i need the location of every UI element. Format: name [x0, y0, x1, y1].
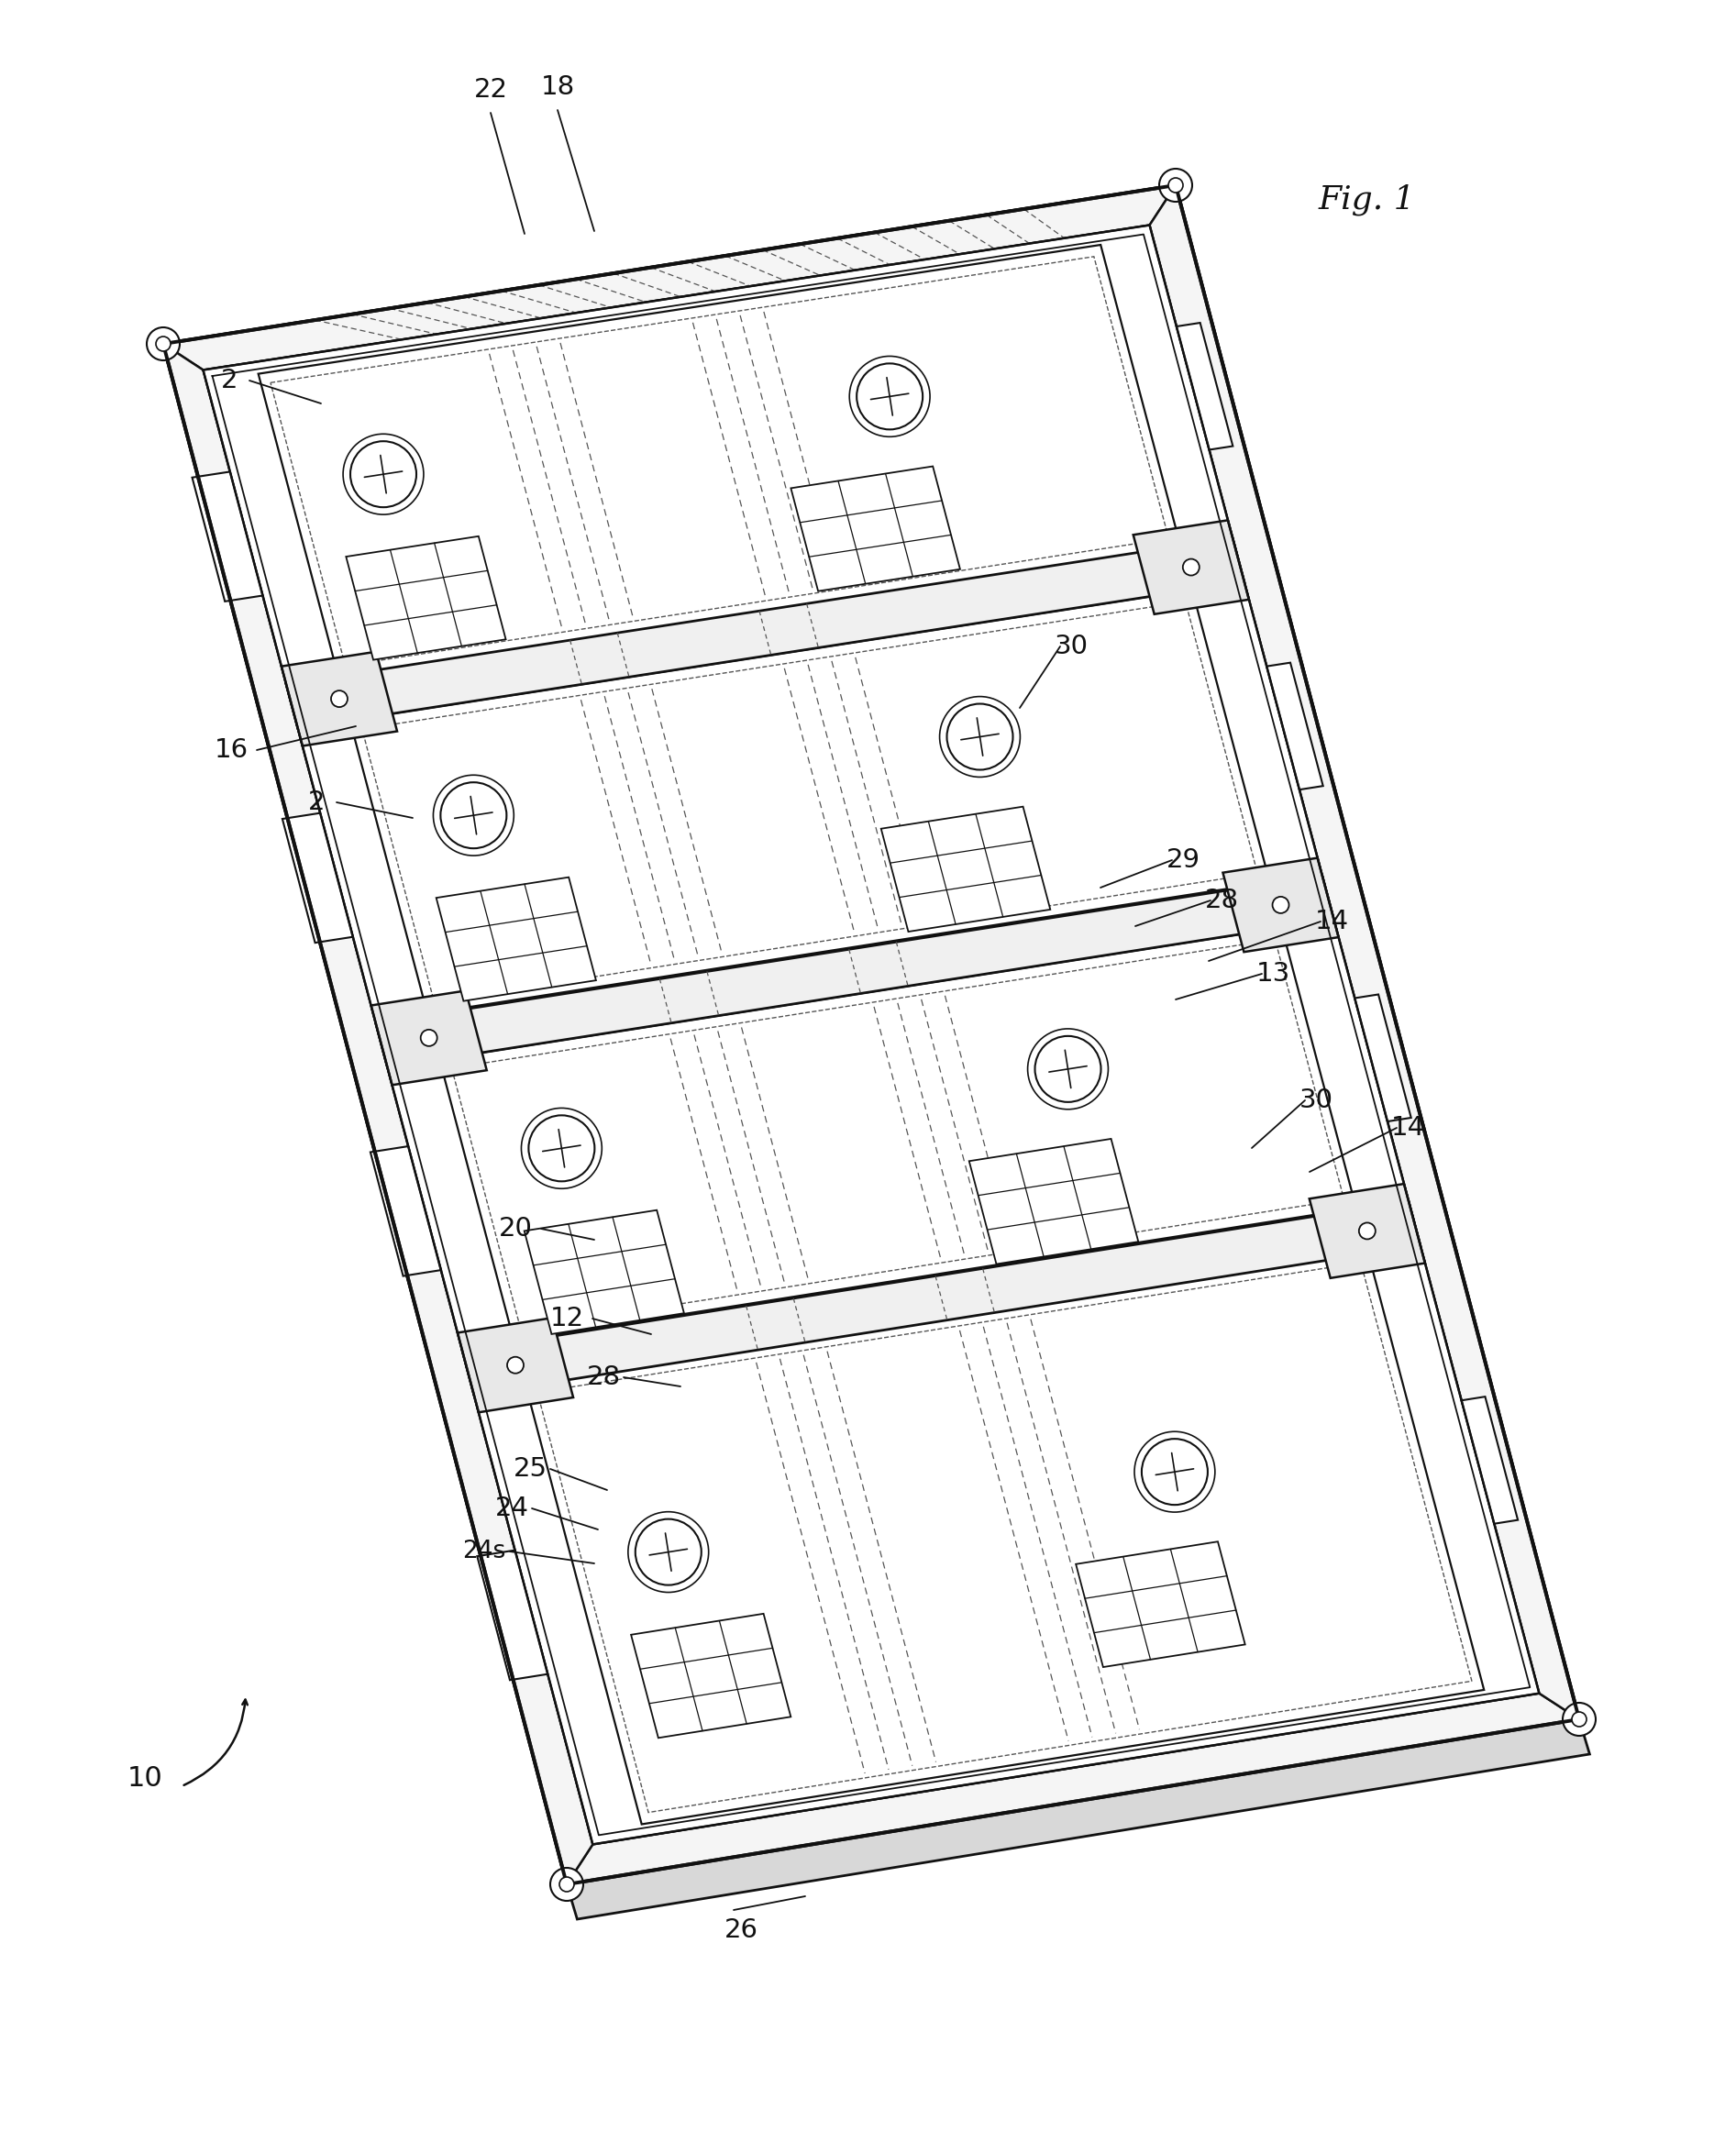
Polygon shape — [526, 1251, 1484, 1824]
Polygon shape — [477, 1550, 549, 1679]
Polygon shape — [203, 226, 1540, 1845]
Polygon shape — [1149, 185, 1580, 1720]
Polygon shape — [458, 1318, 573, 1412]
Circle shape — [856, 364, 924, 428]
Circle shape — [1272, 896, 1288, 913]
Polygon shape — [1177, 323, 1233, 450]
Polygon shape — [163, 185, 1175, 370]
Polygon shape — [283, 814, 352, 943]
Polygon shape — [969, 1139, 1139, 1264]
Circle shape — [635, 1520, 701, 1585]
Polygon shape — [1309, 1184, 1425, 1279]
Text: 28: 28 — [1205, 887, 1238, 913]
Text: 10: 10 — [127, 1765, 163, 1791]
Polygon shape — [630, 1615, 792, 1737]
Polygon shape — [1076, 1542, 1245, 1666]
Text: 22: 22 — [474, 78, 507, 103]
Text: 16: 16 — [214, 736, 248, 762]
Polygon shape — [1134, 521, 1248, 614]
Text: 29: 29 — [1167, 848, 1200, 872]
Polygon shape — [1267, 663, 1323, 790]
Polygon shape — [345, 536, 505, 659]
Text: 30: 30 — [1054, 633, 1088, 659]
Polygon shape — [566, 1720, 1590, 1918]
Polygon shape — [163, 185, 1580, 1884]
Text: 28: 28 — [587, 1365, 620, 1391]
Polygon shape — [439, 928, 1356, 1341]
Circle shape — [332, 691, 347, 706]
Circle shape — [1182, 560, 1200, 575]
Text: 20: 20 — [498, 1216, 533, 1242]
Polygon shape — [193, 472, 262, 601]
Polygon shape — [462, 1201, 1420, 1395]
Polygon shape — [295, 571, 1325, 1033]
Polygon shape — [259, 245, 1180, 678]
Circle shape — [148, 327, 181, 360]
Polygon shape — [163, 344, 592, 1884]
Circle shape — [1571, 1712, 1587, 1727]
Polygon shape — [1354, 995, 1411, 1122]
Polygon shape — [370, 1145, 441, 1277]
Polygon shape — [566, 1692, 1580, 1884]
Text: Fig. 1: Fig. 1 — [1318, 183, 1415, 215]
Circle shape — [946, 704, 1012, 771]
Circle shape — [1168, 179, 1182, 192]
Polygon shape — [524, 1210, 684, 1335]
Circle shape — [351, 441, 417, 508]
Text: 18: 18 — [540, 73, 575, 99]
Circle shape — [507, 1356, 524, 1374]
Circle shape — [559, 1877, 575, 1892]
Circle shape — [550, 1869, 583, 1901]
Polygon shape — [351, 590, 1269, 1014]
Polygon shape — [1462, 1397, 1517, 1524]
Text: 26: 26 — [724, 1918, 759, 1942]
Polygon shape — [203, 226, 1236, 698]
Polygon shape — [372, 990, 486, 1085]
Polygon shape — [470, 1232, 1540, 1845]
Polygon shape — [286, 538, 1245, 728]
Text: 2: 2 — [307, 790, 325, 816]
Polygon shape — [1222, 857, 1338, 952]
Circle shape — [420, 1029, 437, 1046]
Circle shape — [1142, 1438, 1208, 1505]
Text: 2: 2 — [220, 368, 238, 394]
Text: 24: 24 — [495, 1496, 529, 1522]
Text: 14: 14 — [1391, 1115, 1425, 1141]
Polygon shape — [281, 652, 398, 745]
Circle shape — [1035, 1036, 1101, 1102]
Text: 25: 25 — [514, 1455, 547, 1481]
Circle shape — [441, 782, 507, 848]
Circle shape — [1359, 1223, 1375, 1240]
Circle shape — [156, 336, 170, 351]
Circle shape — [528, 1115, 595, 1182]
Text: 14: 14 — [1314, 909, 1349, 934]
Polygon shape — [384, 909, 1411, 1361]
Text: 12: 12 — [550, 1305, 583, 1331]
Circle shape — [1160, 168, 1193, 202]
Text: 30: 30 — [1299, 1087, 1333, 1113]
Text: 13: 13 — [1255, 960, 1290, 986]
Polygon shape — [203, 226, 1540, 1845]
Polygon shape — [792, 467, 960, 592]
Circle shape — [1562, 1703, 1595, 1735]
Polygon shape — [882, 807, 1050, 932]
Polygon shape — [436, 876, 595, 1001]
Text: 24s: 24s — [462, 1539, 505, 1563]
Polygon shape — [375, 876, 1333, 1068]
